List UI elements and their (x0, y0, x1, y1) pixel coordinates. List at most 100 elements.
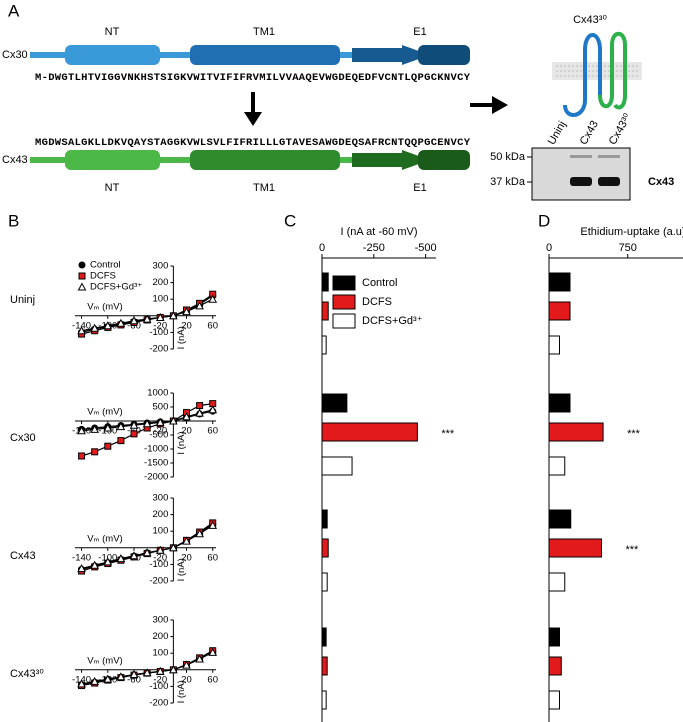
data-point (77, 426, 86, 435)
y-tick-label: -2000 (144, 472, 168, 483)
legend-label: DCFS+Gd³⁺ (90, 282, 142, 293)
x-tick-label: 60 (207, 320, 218, 331)
y-tick-label: 1000 (147, 388, 168, 399)
y-tick-label: -200 (149, 698, 168, 709)
bar (321, 301, 329, 321)
row-label: Cx30 (10, 432, 36, 444)
bar (548, 538, 602, 558)
data-point (116, 554, 126, 563)
y-tick-label: -100 (149, 559, 168, 570)
bar (321, 509, 328, 529)
panel-label: C (284, 211, 296, 230)
data-point (116, 672, 126, 681)
panel-label: A (8, 1, 20, 20)
x-tick-label: -250 (363, 242, 385, 254)
x-tick-label: 20 (181, 426, 192, 437)
band-label: Cx43 (648, 176, 674, 188)
data-point (208, 405, 218, 414)
protein-label: Cx30 (2, 49, 28, 61)
data-point (129, 420, 139, 429)
bar (548, 627, 560, 647)
axis-title: Ethidium-uptake (a.u) (580, 226, 683, 238)
data-point (142, 668, 152, 677)
domain-label: NT (105, 26, 120, 38)
row-label: Uninj (10, 294, 35, 306)
x-tick-label: -20 (153, 674, 167, 685)
significance: *** (441, 428, 455, 440)
y-tick-label: 100 (153, 294, 169, 305)
bar (321, 393, 348, 413)
panel-label: B (8, 211, 19, 230)
y-tick-label: 200 (153, 277, 169, 288)
bar (321, 538, 329, 558)
y-tick-label: 300 (153, 493, 169, 504)
data-point (117, 437, 125, 445)
data-point (195, 408, 204, 417)
bar (321, 656, 328, 676)
y-tick-label: -200 (149, 344, 168, 355)
data-point (129, 316, 139, 325)
data-point (182, 660, 191, 669)
lane-label: Uninj (546, 119, 569, 147)
topology-label: Cx43³⁰ (573, 14, 607, 26)
bar (548, 393, 571, 413)
data-point (90, 560, 100, 569)
data-point (208, 294, 218, 303)
x-axis-label: Vₘ (mV) (87, 533, 122, 544)
sequence: MGDWSALGKLLDKVQAYSTAGGKVWLSVLFIFRILLLGTA… (35, 137, 471, 149)
bar (321, 422, 418, 442)
kda-marker: 50 kDa (490, 151, 526, 163)
data-point (155, 312, 165, 321)
legend-marker (77, 282, 87, 291)
y-tick-label: 300 (153, 615, 169, 626)
x-tick-label: -140 (72, 320, 91, 331)
domain-label: NT (105, 182, 120, 194)
kda-marker: 37 kDa (490, 176, 526, 188)
x-tick-label: 60 (207, 552, 218, 563)
lane-label: Cx43 (578, 119, 601, 147)
data-point (77, 326, 86, 335)
data-point (169, 311, 178, 320)
x-tick-label: 750 (619, 242, 637, 254)
row-label: Cx43 (10, 550, 36, 562)
data-point (195, 301, 204, 310)
y-tick-label: 100 (153, 648, 169, 659)
domain-label: E1 (413, 182, 426, 194)
x-tick-label: -20 (153, 320, 167, 331)
x-axis-label: Vₘ (mV) (87, 301, 122, 312)
data-point (195, 654, 204, 663)
legend-label: DCFS+Gd³⁺ (362, 315, 423, 327)
x-tick-label: 60 (207, 426, 218, 437)
topology-icon (552, 31, 642, 117)
bar (321, 456, 353, 476)
significance: *** (626, 544, 640, 556)
x-tick-label: -140 (72, 552, 91, 563)
x-tick-label: 20 (181, 674, 192, 685)
cx30-topology-bar (30, 45, 470, 65)
legend-label: DCFS (90, 271, 116, 282)
data-point (103, 557, 113, 566)
protein-label: Cx43 (2, 154, 28, 166)
domain-label: TM1 (253, 182, 275, 194)
legend-swatch (332, 294, 356, 310)
legend-marker (78, 272, 86, 280)
data-point (103, 423, 113, 432)
significance: *** (627, 428, 641, 440)
domain-label: TM1 (253, 26, 275, 38)
cx43-topology-bar (30, 150, 470, 170)
data-point (208, 647, 218, 656)
data-point (142, 419, 152, 428)
bar (548, 509, 572, 529)
y-axis-label: I (nA) (176, 558, 187, 581)
y-axis-label: I (nA) (176, 431, 187, 454)
x-tick-label: 20 (181, 320, 192, 331)
data-point (78, 452, 86, 460)
bar (548, 272, 571, 292)
y-tick-label: 200 (153, 509, 169, 520)
legend-swatch (332, 313, 356, 329)
data-point (182, 307, 191, 316)
y-tick-label: -200 (149, 576, 168, 587)
data-point (169, 416, 178, 425)
data-point (90, 323, 100, 332)
